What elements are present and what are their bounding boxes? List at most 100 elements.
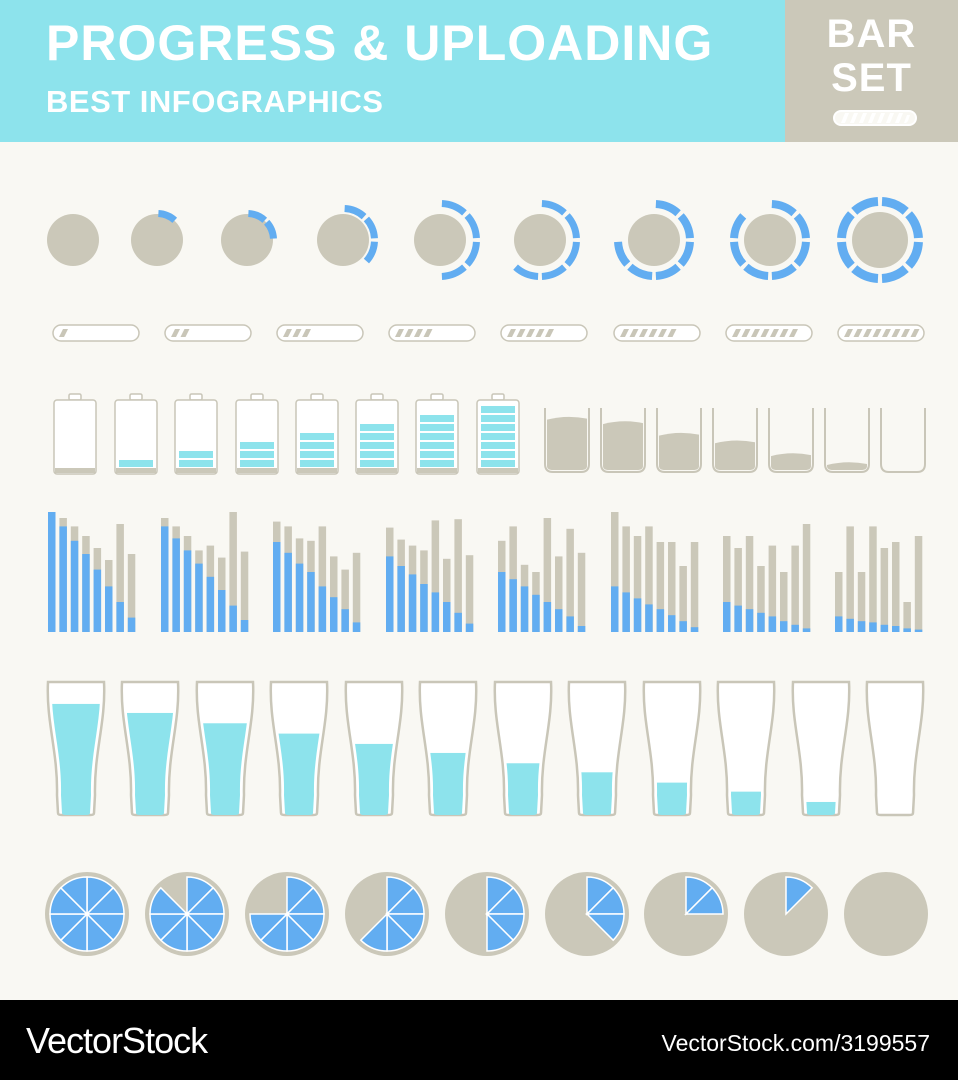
bar-blue [846,618,854,632]
battery-base [55,468,95,473]
ring-segment [363,241,378,264]
beaker-icon [824,408,870,473]
bar-gray [780,572,788,632]
ring-segment [730,213,747,239]
bar-blue [229,605,237,632]
bar-blue [857,621,866,632]
ring-segment [564,241,580,267]
bar-blue [745,609,754,632]
infographic-canvas [45,197,928,956]
progress-ring-icon [614,200,694,280]
ring-segment [837,211,855,239]
progress-ring-icon [837,197,923,283]
ring-center [317,214,369,266]
battery-cell [420,424,454,431]
bar-blue [443,602,451,632]
pie-base [844,872,928,956]
footer-brand: VectorStock [26,1020,208,1061]
bar-blue [386,556,394,632]
battery-cell [481,442,515,449]
bar-gray [914,536,923,632]
bar-gray [127,554,136,632]
bar-blue [520,586,529,632]
bar-blue [791,624,799,632]
battery-icon [295,393,339,475]
pie-chart-icon [545,872,629,956]
bar-gray [341,569,349,632]
ring-segment [905,211,923,239]
bar-chart-icon [611,512,699,632]
battery-cell [481,451,515,458]
pie-chart-icon [245,872,329,956]
loading-stripe [853,329,863,337]
bar-gray [611,512,619,632]
bar-blue [543,602,552,632]
bar-gray [679,566,687,632]
beaker-outline [824,408,870,473]
loading-stripe [648,329,658,337]
ring-segment [771,200,797,217]
beaker-outline [656,408,702,473]
battery-icon [53,393,97,475]
bar-set-badge: BAR SET [785,0,958,142]
glass-icon [791,680,851,817]
loading-stripe [507,329,516,337]
bar-blue [93,569,102,632]
bar-blue [431,592,440,632]
bar-chart-icon [161,512,249,632]
beaker-liquid [715,440,755,470]
bar-blue [723,602,731,632]
loading-stripe [395,329,404,337]
bar-blue [295,563,304,632]
beaker-icon [768,408,814,473]
bar-gray [668,542,676,632]
bar-blue [454,612,462,632]
battery-icon [415,393,459,475]
loading-stripe [629,329,639,337]
beaker-liquid [771,453,811,470]
battery-terminal [430,393,444,401]
battery-cell [420,415,454,422]
header-banner: PROGRESS & UPLOADING BEST INFOGRAPHICS [0,0,785,142]
loading-stripe [639,329,648,337]
bar-blue [611,586,619,632]
loading-stripe [171,329,180,337]
beaker-icon [544,408,590,473]
page-title: PROGRESS & UPLOADING [46,15,714,71]
pie-slice [149,886,189,915]
glass-outline [791,680,851,817]
progress-ring-icon [317,205,378,266]
ring-segment [513,264,539,280]
glass-outline [865,680,925,817]
pie-chart-icon [644,872,728,956]
bar-blue [509,579,517,632]
battery-cell [481,424,515,431]
loading-stripe [414,329,423,337]
bar-blue [802,628,811,632]
ring-segment [541,264,567,280]
bar-gray [892,542,900,632]
bar-gray [846,526,854,632]
bar-chart-icon [498,518,586,632]
bar-gray [352,552,361,632]
glass-icon [344,680,404,817]
bar-blue [341,609,349,632]
glass-icon [46,680,106,817]
battery-icon [235,393,279,475]
ring-center [852,212,908,268]
loading-stripe [283,329,292,337]
bar-blue [880,624,889,632]
battery-cell [300,442,334,449]
bar-gray [835,572,843,632]
ring-segment [614,241,631,267]
bar-blue [645,604,653,632]
bar-chart-icon [835,526,923,632]
bar-gray [869,526,877,632]
battery-cell [179,451,213,458]
badge-line-1: BAR [826,12,917,56]
pie-chart-icon [844,872,928,956]
loading-stripe [180,329,190,337]
ring-segment [564,213,580,239]
bar-blue [420,584,428,632]
battery-terminal [250,393,264,401]
